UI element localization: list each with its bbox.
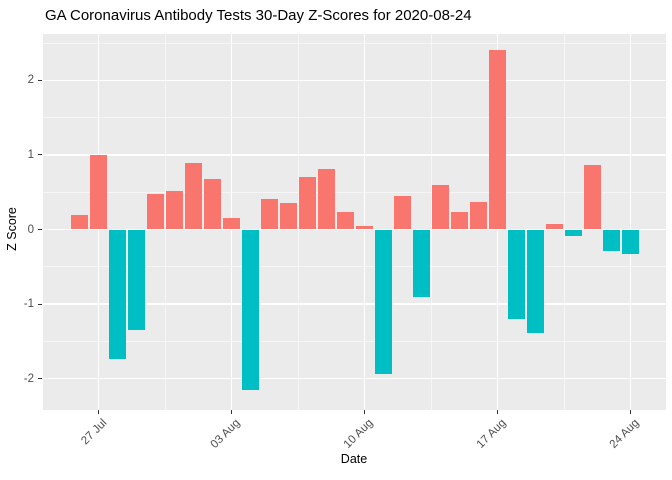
zscore-bar [356,225,373,230]
zscore-bar [204,178,221,230]
h-gridline-major [43,228,666,231]
y-tick-label: -2 [23,372,34,385]
zscore-bar [489,50,506,230]
x-tick-mark [97,410,100,414]
v-gridline-minor [430,34,432,410]
x-tick-mark [363,410,366,414]
x-tick-mark [629,410,632,414]
zscore-bar [242,229,259,390]
v-gridline-minor [297,34,299,410]
zscore-bar [166,190,183,230]
y-tick-mark [38,228,42,231]
zscore-bar [147,193,164,230]
zscore-bar [546,223,563,230]
y-tick-mark [38,378,42,380]
x-tick-mark [230,410,233,414]
v-gridline-minor [164,34,166,410]
h-gridline-minor [43,341,666,342]
zscore-bar [375,229,392,375]
zscore-bar [280,202,297,230]
chart-title: GA Coronavirus Antibody Tests 30-Day Z-S… [45,7,472,24]
zscore-bar [337,211,354,230]
y-tick-mark [38,303,42,305]
h-gridline-minor [43,42,666,44]
zscore-bar [622,229,639,255]
v-gridline-major [629,34,632,410]
h-gridline-major [43,154,666,156]
zscore-bar [413,229,430,297]
zscore-bar [470,201,487,230]
zscore-bar [261,198,278,230]
y-tick-label: 2 [27,74,34,87]
y-tick-mark [38,154,42,156]
zscore-bar [185,163,202,230]
x-tick-label: 03 Aug [208,417,242,451]
zscore-bar [128,229,145,331]
zscore-bar [527,229,544,334]
h-gridline-major [43,303,666,305]
x-tick-label: 17 Aug [474,417,508,451]
y-tick-label: 0 [27,223,34,236]
h-gridline-minor [43,266,666,268]
y-tick-mark [38,79,42,81]
zscore-bar [394,195,411,230]
plot-panel [43,34,666,410]
v-gridline-minor [563,34,565,410]
v-gridline-major [363,34,366,410]
y-tick-label: 1 [27,148,34,161]
x-tick-label: 10 Aug [341,417,375,451]
zscore-bar [223,217,240,230]
x-tick-mark [496,410,499,414]
zscore-bar [584,164,601,230]
x-axis-title: Date [340,452,368,466]
h-gridline-minor [43,117,666,118]
h-gridline-major [43,378,666,380]
zscore-bar [603,229,620,252]
zscore-bar [318,169,335,230]
zscore-bar [451,211,468,230]
zscore-bar [432,184,449,230]
zscore-bar [71,215,88,230]
zscore-bar [109,229,126,359]
y-tick-label: -1 [23,298,34,311]
h-gridline-major [43,79,666,81]
x-tick-label: 27 Jul [78,417,109,448]
zscore-bar [565,229,582,237]
zscore-bar [299,176,316,230]
h-gridline-minor [43,191,666,193]
zscore-bar [90,154,107,230]
zscore-bar [508,229,525,320]
x-tick-label: 24 Aug [607,417,641,451]
